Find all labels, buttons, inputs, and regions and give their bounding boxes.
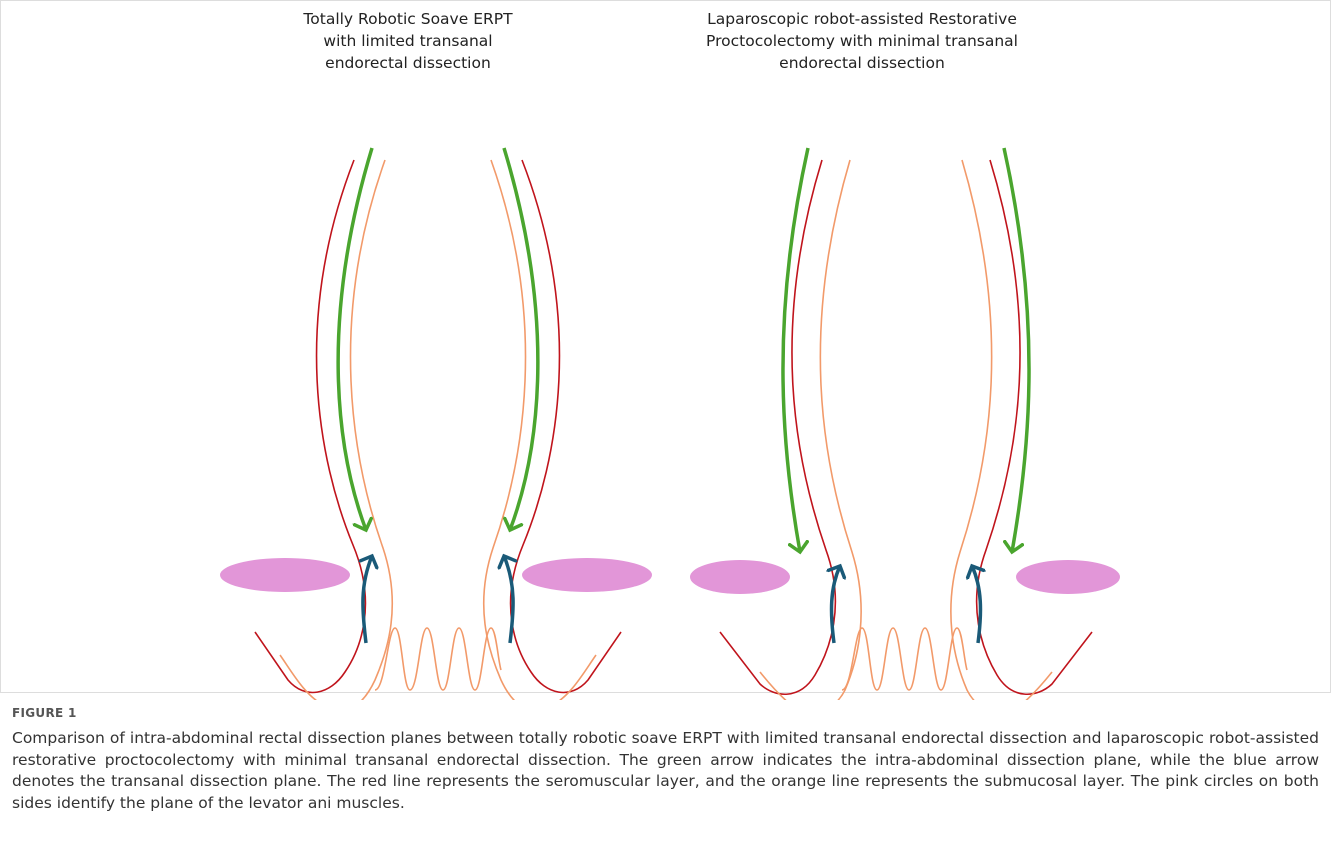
panel-title: Proctocolectomy with minimal transanal (706, 32, 1018, 50)
panel-title: endorectal dissection (779, 54, 945, 72)
figure-label: FIGURE 1 (12, 706, 77, 720)
panel-title: with limited transanal (323, 32, 492, 50)
left-diagram (220, 148, 652, 700)
panel-title: endorectal dissection (325, 54, 491, 72)
figure-caption: Comparison of intra-abdominal rectal dis… (12, 728, 1319, 814)
figure-border (1, 1, 1331, 693)
panel-title: Totally Robotic Soave ERPT (302, 10, 513, 28)
figure-image: Totally Robotic Soave ERPT with limited … (0, 0, 1331, 700)
panel-title: Laparoscopic robot-assisted Restorative (707, 10, 1017, 28)
page: {"figure": { "panels": [ {"title_lines":… (0, 0, 1331, 859)
right-diagram (690, 148, 1120, 700)
